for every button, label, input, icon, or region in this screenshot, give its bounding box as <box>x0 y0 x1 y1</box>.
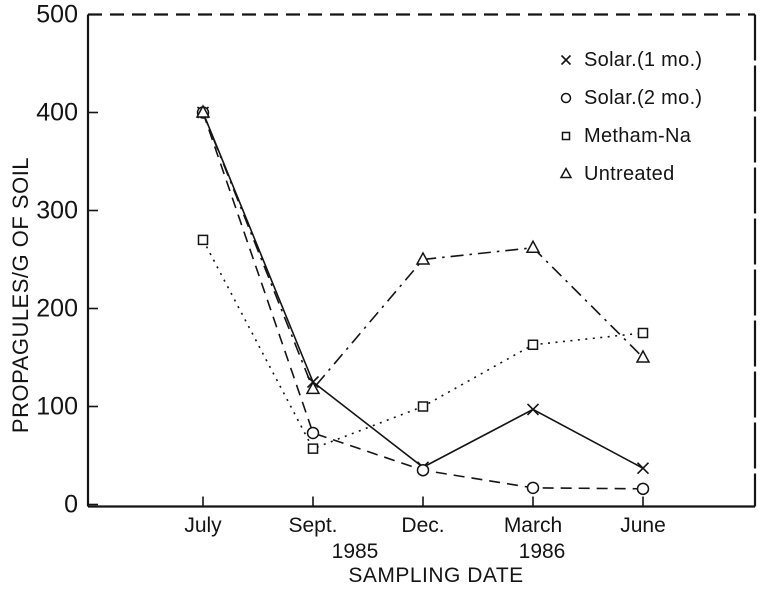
legend-item: Solar.(1 mo.) <box>540 41 702 79</box>
legend-item: Solar.(2 mo.) <box>540 79 702 117</box>
legend-item: Metham-Na <box>540 117 702 155</box>
legend-item: Untreated <box>540 155 702 193</box>
plot-frame <box>86 13 757 508</box>
svg-text:300: 300 <box>36 197 78 225</box>
x-axis-title: SAMPLING DATE <box>348 564 524 587</box>
x-axis-ticks: July Sept. 1985 Dec. March 1986 June <box>184 496 666 563</box>
square-marker-icon <box>561 131 571 141</box>
legend-label: Untreated <box>584 162 675 185</box>
y-axis-ticks: 0 100 200 300 400 500 <box>36 1 98 519</box>
svg-text:400: 400 <box>36 99 78 127</box>
svg-text:100: 100 <box>36 393 78 421</box>
svg-text:March: March <box>504 514 562 537</box>
legend-label: Solar.(1 mo.) <box>584 48 703 71</box>
triangle-marker-icon <box>559 166 573 179</box>
svg-text:1986: 1986 <box>519 540 566 563</box>
chart-legend: Solar.(1 mo.) Solar.(2 mo.) Metham-Na Un… <box>540 41 702 193</box>
svg-text:June: June <box>620 514 666 537</box>
svg-text:200: 200 <box>36 295 78 323</box>
circle-marker-icon <box>560 92 572 104</box>
x-marker-icon <box>560 54 572 66</box>
svg-text:500: 500 <box>36 1 78 29</box>
series-markers <box>195 104 651 496</box>
legend-label: Solar.(2 mo.) <box>584 86 703 109</box>
svg-text:Dec.: Dec. <box>401 514 444 537</box>
svg-text:Sept.: Sept. <box>288 514 337 537</box>
svg-text:1985: 1985 <box>332 540 379 563</box>
y-axis-title: PROPAGULES/G OF SOIL <box>8 156 33 434</box>
svg-text:0: 0 <box>64 491 78 519</box>
legend-label: Metham-Na <box>584 124 692 147</box>
svg-text:July: July <box>184 514 222 537</box>
